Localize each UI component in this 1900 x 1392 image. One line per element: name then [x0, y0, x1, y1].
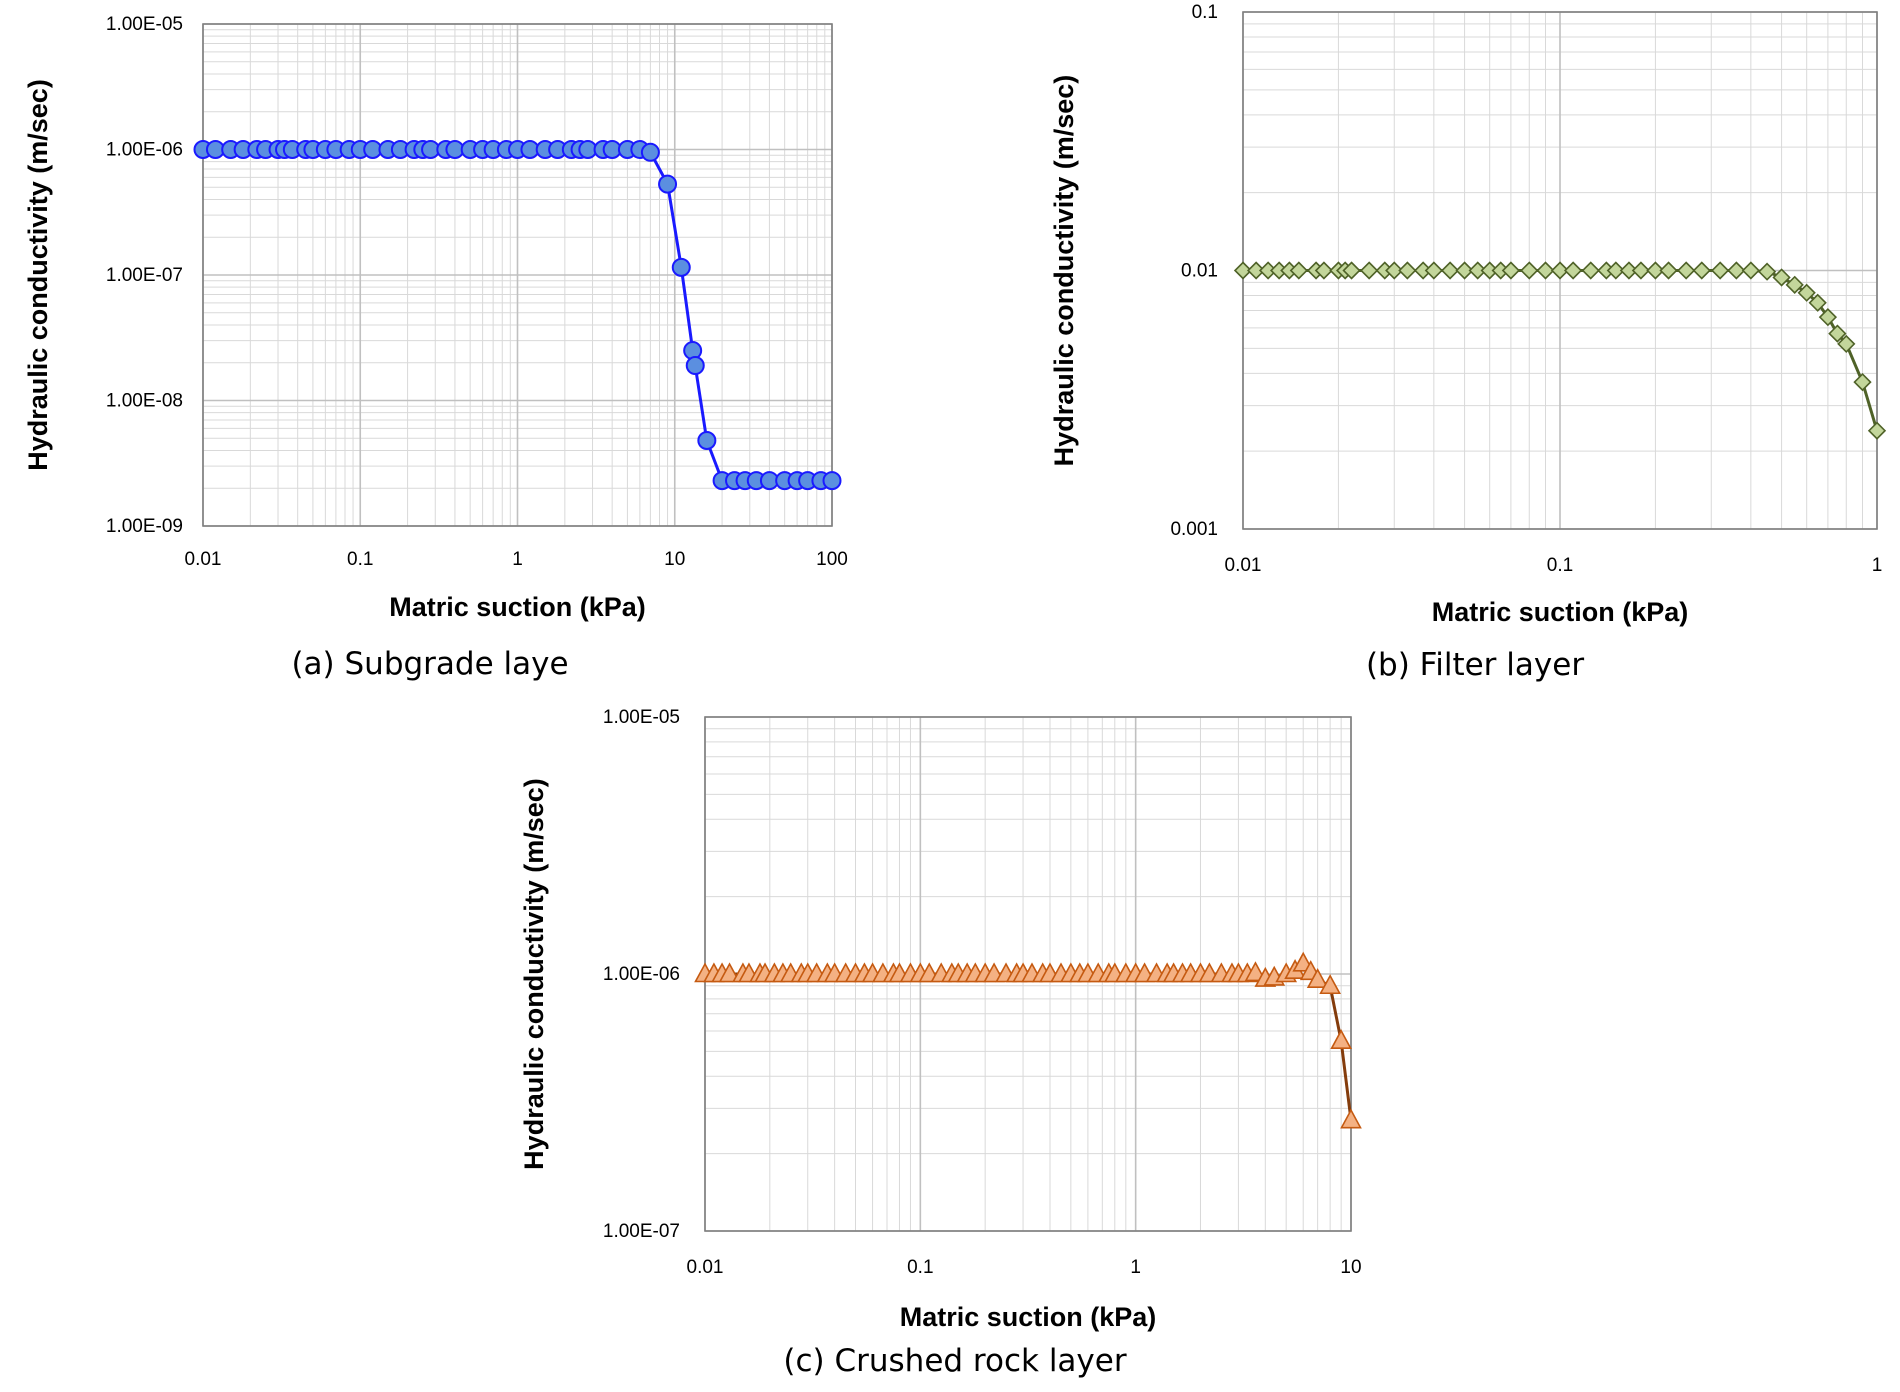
- data-point-triangle: [1306, 968, 1329, 989]
- data-point-diamond: [1757, 262, 1777, 281]
- data-point-diamond: [1853, 372, 1872, 392]
- data-point-diamond: [1692, 261, 1711, 280]
- data-point-diamond: [1785, 275, 1804, 294]
- data-point-diamond: [1424, 261, 1443, 280]
- data-point-circle: [685, 356, 705, 376]
- chart-panel-crushed-rock: 0.01 0.1 1 10 1.00E-07 1.00E-06 1.00E-05 Matric…: [519, 707, 1362, 1379]
- data-point-circle: [671, 257, 691, 277]
- data-point-diamond: [1289, 261, 1308, 280]
- data-point-diamond: [1550, 261, 1570, 280]
- x-axis-title: Matric suction (kPa): [1432, 597, 1689, 627]
- data-point-circle: [697, 431, 717, 451]
- data-point-diamond: [1619, 261, 1639, 280]
- y-axis-title: Hydraulic conductivity (m/sec): [1049, 75, 1079, 467]
- data-point-triangle: [1319, 974, 1341, 995]
- data-point-diamond: [1867, 421, 1887, 440]
- data-point-diamond: [1455, 261, 1474, 280]
- data-point-diamond: [1536, 261, 1555, 280]
- y-tick-label: 0.001: [1170, 519, 1218, 540]
- data-point-diamond: [1563, 261, 1583, 280]
- chart-panel-filter: 0.01 0.1 1 0.001 0.01 0.1 Matric suction (kPa)…: [1049, 2, 1887, 683]
- data-point-circle: [640, 142, 660, 162]
- x-tick-label: 0.1: [907, 1257, 933, 1278]
- data-point-diamond: [1646, 261, 1665, 280]
- chart-panel-subgrade: 0.01 0.1 1 10 100 1.00E-09 1.00E-08 1.00E-07 1.0…: [23, 14, 848, 682]
- data-point-diamond: [1314, 261, 1334, 280]
- data-point-diamond: [1727, 261, 1746, 280]
- data-point-diamond: [1246, 261, 1266, 280]
- x-tick-label: 0.1: [1547, 555, 1573, 576]
- y-axis-title: Hydraulic conductivity (m/sec): [23, 79, 53, 471]
- y-tick-label: 1.00E-05: [603, 707, 680, 728]
- panel-caption: (a) Subgrade laye: [291, 646, 568, 682]
- data-point-diamond: [1342, 261, 1361, 280]
- data-point-triangle: [1330, 1029, 1352, 1050]
- series-line: [705, 961, 1353, 1121]
- data-point-diamond: [1741, 261, 1760, 280]
- data-point-diamond: [1398, 261, 1417, 280]
- data-point-diamond: [1501, 261, 1521, 280]
- x-tick-label: 1: [512, 549, 523, 570]
- y-tick-label: 1.00E-07: [603, 1221, 680, 1242]
- data-point-diamond: [1631, 261, 1651, 280]
- x-tick-label: 1: [1872, 555, 1883, 576]
- data-point-diamond: [1520, 261, 1539, 280]
- y-tick-label: 1.00E-09: [106, 516, 183, 537]
- data-point-diamond: [1818, 308, 1838, 327]
- y-axis-title: Hydraulic conductivity (m/sec): [519, 778, 549, 1170]
- data-point-diamond: [1385, 261, 1404, 280]
- y-tick-label: 1.00E-08: [106, 391, 183, 412]
- data-point-diamond: [1677, 261, 1696, 280]
- data-point-circle: [658, 174, 678, 194]
- y-tick-label: 1.00E-07: [106, 265, 183, 286]
- y-tick-label: 0.1: [1192, 2, 1218, 23]
- plot-area-frame: [202, 23, 833, 527]
- x-tick-label: 10: [664, 549, 685, 570]
- x-axis-title: Matric suction (kPa): [389, 592, 646, 622]
- data-point-diamond: [1581, 261, 1600, 280]
- gridlines: [202, 23, 833, 527]
- x-axis-title: Matric suction (kPa): [900, 1302, 1157, 1332]
- data-point-diamond: [1711, 261, 1730, 280]
- x-tick-label: 0.01: [1225, 555, 1262, 576]
- y-tick-label: 1.00E-06: [106, 140, 183, 161]
- data-point-diamond: [1828, 324, 1847, 343]
- data-point-diamond: [1837, 334, 1856, 354]
- data-point-triangle: [1340, 1108, 1362, 1129]
- x-tick-label: 10: [1340, 1257, 1361, 1278]
- data-point-diamond: [1233, 261, 1253, 280]
- data-point-triangle: [1244, 961, 1267, 982]
- data-point-diamond: [1440, 261, 1460, 280]
- data-point-diamond: [1360, 261, 1379, 280]
- y-tick-label: 1.00E-05: [106, 14, 183, 35]
- data-point-diamond: [1797, 283, 1816, 302]
- panel-caption: (b) Filter layer: [1366, 647, 1584, 683]
- data-point-diamond: [1772, 268, 1791, 287]
- x-tick-label: 0.01: [687, 1257, 724, 1278]
- x-tick-label: 0.1: [347, 549, 373, 570]
- x-tick-label: 100: [816, 549, 848, 570]
- data-point-circle: [822, 471, 842, 491]
- data-point-diamond: [1468, 261, 1487, 280]
- data-point-diamond: [1808, 293, 1827, 312]
- data-point-diamond: [1606, 261, 1625, 280]
- y-tick-label: 0.01: [1181, 261, 1218, 282]
- data-point-triangle: [718, 962, 741, 983]
- x-tick-label: 1: [1130, 1257, 1141, 1278]
- x-tick-label: 0.01: [185, 549, 222, 570]
- data-point-diamond: [1659, 261, 1678, 280]
- panel-caption: (c) Crushed rock layer: [783, 1343, 1126, 1379]
- y-tick-label: 1.00E-06: [603, 964, 680, 985]
